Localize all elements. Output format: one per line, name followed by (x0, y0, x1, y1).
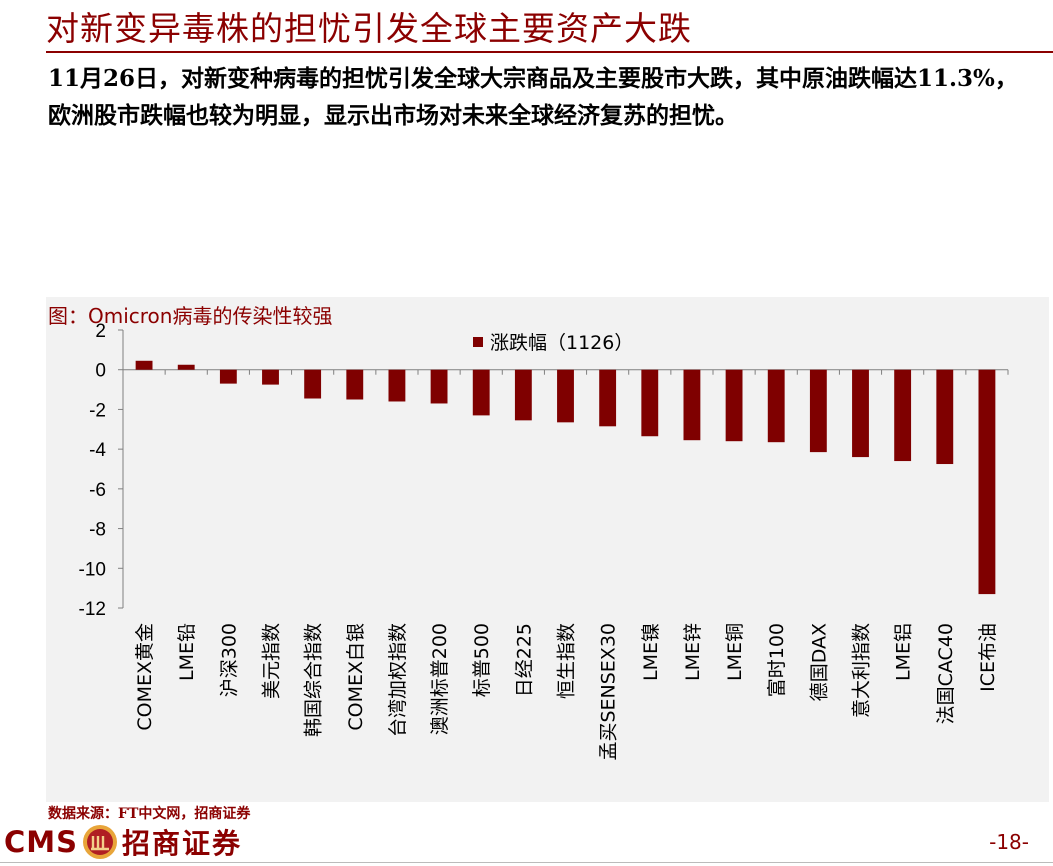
bar (346, 369, 364, 400)
bar (177, 364, 195, 370)
chart-panel (46, 297, 1049, 802)
page-number: -18- (989, 830, 1029, 854)
logo-text-cn: 招商证券 (122, 827, 243, 860)
bar (852, 369, 869, 458)
bar (514, 369, 532, 421)
bar (683, 369, 701, 441)
intro-paragraph: 11月26日，对新变种病毒的担忧引发全球大宗商品及主要股市大跌，其中原油跌幅达1… (48, 65, 1018, 129)
bar (978, 369, 996, 595)
bar (262, 369, 279, 385)
page-title: 对新变异毒株的担忧引发全球主要资产大跌 (46, 9, 692, 48)
category-label: 澳洲标普200 (429, 623, 451, 735)
bar (809, 369, 827, 453)
y-tick-label: -4 (89, 440, 106, 461)
bar (304, 369, 322, 399)
data-source: 数据来源：FT中文网，招商证券 (48, 806, 251, 822)
bar (557, 369, 574, 423)
logo-text-en: CMS (4, 825, 79, 859)
bar (599, 369, 617, 427)
bar (219, 369, 237, 384)
y-tick-label: -2 (89, 400, 106, 421)
category-label: 韩国综合指数 (303, 623, 325, 737)
category-label: 标普500 (471, 623, 493, 697)
category-label: 日经225 (513, 623, 535, 697)
footer-divider (0, 862, 1053, 863)
category-label: COMEX黄金 (134, 623, 156, 731)
logo-emblem-icon (83, 825, 118, 859)
y-tick-label: 0 (95, 361, 106, 382)
bar (135, 360, 153, 370)
legend-swatch (473, 337, 483, 347)
bar (767, 369, 785, 443)
category-label: 法国CAC40 (935, 623, 957, 724)
category-label: 美元指数 (261, 623, 283, 699)
bar (725, 369, 743, 442)
company-logo: CMS 招商证券 (4, 822, 242, 862)
bar (388, 369, 406, 402)
category-label: 孟买SENSEX30 (598, 623, 620, 761)
bar (641, 369, 659, 437)
y-tick-label: -8 (89, 520, 106, 541)
y-tick-label: -10 (79, 559, 106, 580)
legend-label: 涨跌幅（1126） (490, 332, 633, 354)
y-tick-label: -12 (79, 599, 106, 620)
category-label: LME铜 (724, 623, 746, 681)
category-label: LME镍 (640, 623, 662, 681)
bar (430, 369, 448, 404)
category-label: LME铝 (893, 623, 915, 681)
bar (472, 369, 490, 416)
y-tick-label: 2 (95, 321, 106, 342)
category-label: 富时100 (766, 623, 788, 697)
bar (936, 369, 954, 465)
category-label: 德国DAX (808, 623, 830, 701)
category-label: LME锌 (682, 623, 704, 681)
category-label: 恒生指数 (556, 623, 578, 699)
category-label: COMEX白银 (345, 623, 367, 731)
title-divider (46, 51, 1053, 53)
category-label: 意大利指数 (851, 623, 873, 718)
category-label: 台湾加权指数 (387, 623, 409, 737)
category-label: LME铅 (176, 623, 198, 681)
bar (894, 369, 912, 462)
y-tick-label: -6 (89, 480, 106, 501)
chart-caption: 图：Omicron病毒的传染性较强 (48, 304, 333, 328)
category-label: 沪深300 (218, 623, 240, 697)
category-label: ICE布油 (977, 623, 999, 692)
